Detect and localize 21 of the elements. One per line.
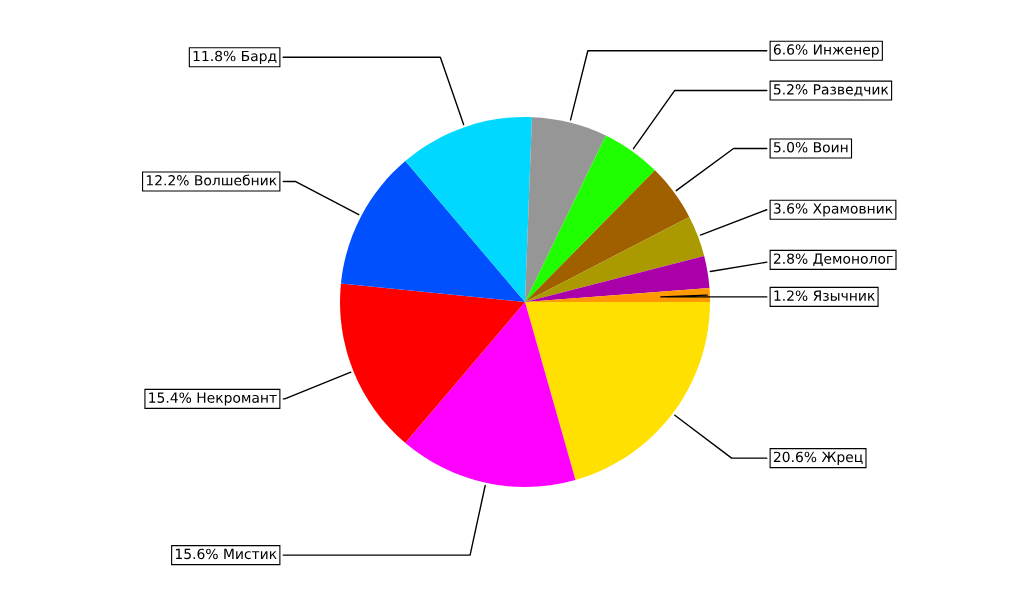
pie-slice — [525, 170, 690, 302]
slice-label: 1.2% Язычник — [774, 290, 875, 301]
slice-label: 15.6% Мистик — [175, 548, 277, 560]
slice-label: 6.6% Инженер — [773, 44, 879, 58]
slice-label: 15.4% Некромант — [149, 392, 277, 406]
pie-slice — [525, 302, 710, 480]
pie-slice — [525, 135, 655, 302]
pie-slice — [525, 117, 606, 302]
slice-label: 3.6% Храмовник — [773, 203, 893, 217]
slice-label: 11.8% Бард — [193, 50, 277, 64]
slice-label: 12.2% Волшебник — [146, 174, 277, 186]
slice-label: 5.2% Разведчик — [773, 84, 889, 97]
pie-slice — [525, 255, 710, 302]
pie-slice — [405, 117, 532, 302]
pie-slice — [340, 160, 525, 302]
pie-slice — [340, 283, 525, 444]
slice-label: 5.0% Воин — [773, 141, 848, 153]
pie-slice — [525, 216, 705, 302]
slice-label: 20.6% Жрец — [773, 451, 863, 465]
pie-slice — [405, 302, 576, 487]
slice-label: 2.8% Демонолог — [773, 253, 893, 266]
